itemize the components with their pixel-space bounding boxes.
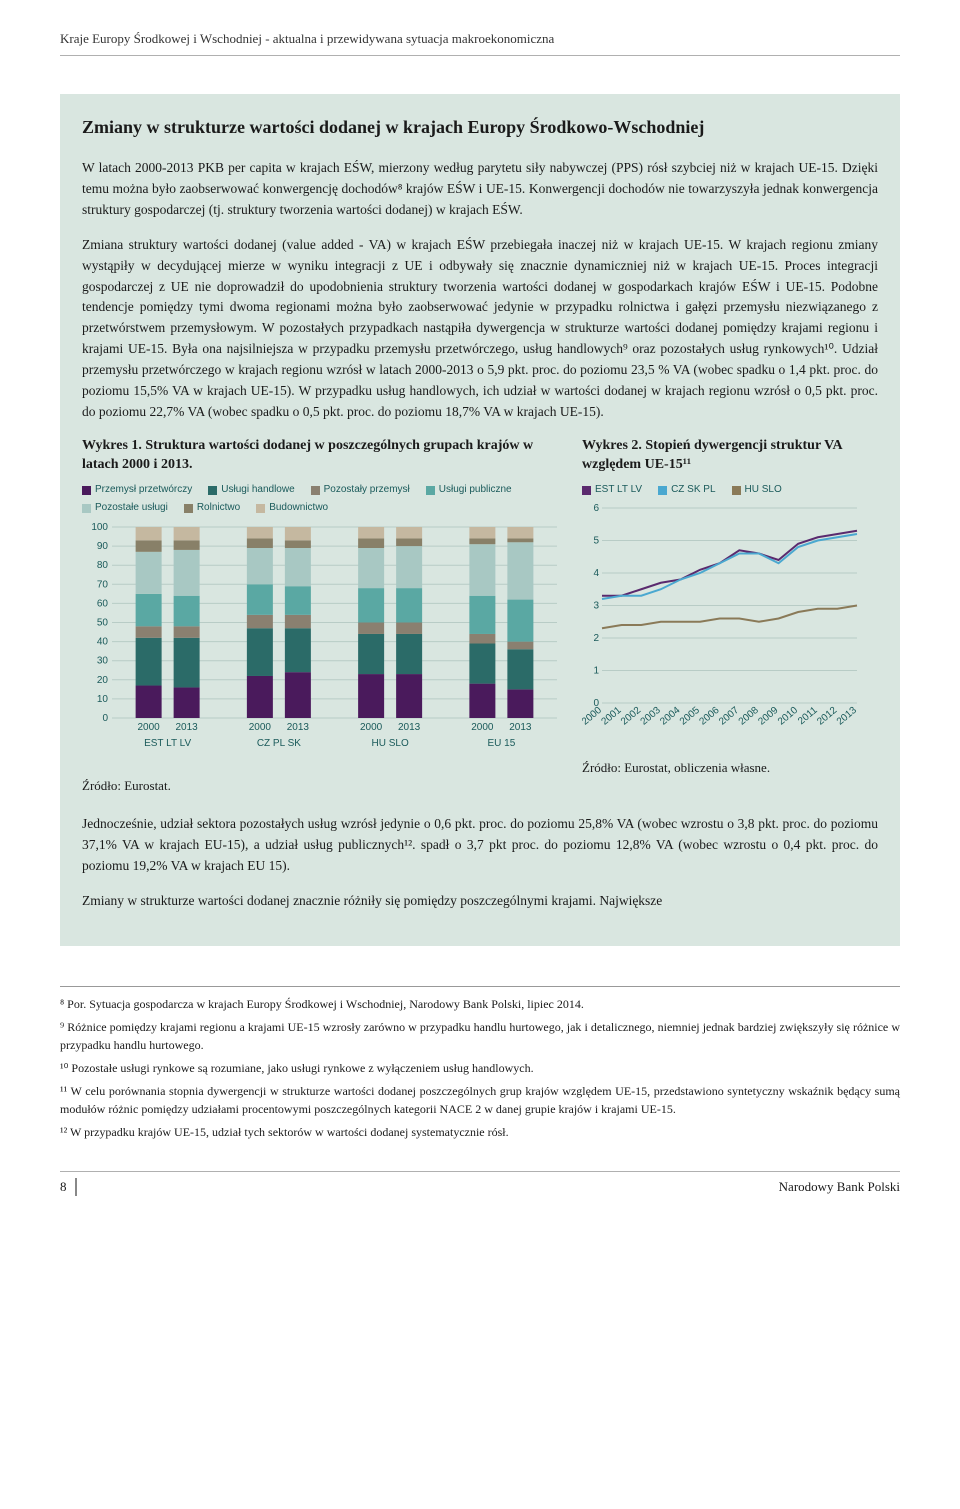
svg-text:2000: 2000 xyxy=(582,705,604,728)
svg-text:2013: 2013 xyxy=(398,722,421,733)
footnote-8: ⁸ Por. Sytuacja gospodarcza w krajach Eu… xyxy=(60,995,900,1013)
svg-text:2009: 2009 xyxy=(756,705,780,728)
page-number-box: 8 xyxy=(60,1178,77,1197)
svg-text:2001: 2001 xyxy=(599,705,623,728)
svg-text:2004: 2004 xyxy=(658,705,682,728)
panel-title: Zmiany w strukturze wartości dodanej w k… xyxy=(82,114,878,140)
chart1-source: Źródło: Eurostat. xyxy=(82,777,562,796)
content-panel: Zmiany w strukturze wartości dodanej w k… xyxy=(60,94,900,946)
svg-text:EST LT LV: EST LT LV xyxy=(144,738,191,749)
chart2-legend: EST LT LVCZ SK PLHU SLO xyxy=(582,483,878,498)
chart2-column: Wykres 2. Stopień dywergencji struktur V… xyxy=(582,437,878,796)
svg-text:60: 60 xyxy=(97,598,109,609)
footnote-rule xyxy=(60,986,900,987)
paragraph-4: Zmiany w strukturze wartości dodanej zna… xyxy=(82,891,878,912)
footnote-11: ¹¹ W celu porównania stopnia dywergencji… xyxy=(60,1082,900,1118)
svg-text:40: 40 xyxy=(97,636,109,647)
svg-text:2011: 2011 xyxy=(796,705,820,728)
chart1-svg: 0 10 20 30 40 50 60 70 80 90 100 2000 2013 EST LT LV 2… xyxy=(82,522,562,752)
svg-text:2010: 2010 xyxy=(776,705,800,728)
svg-text:10: 10 xyxy=(97,694,109,705)
running-header: Kraje Europy Środkowej i Wschodniej - ak… xyxy=(60,30,900,56)
svg-text:2003: 2003 xyxy=(639,705,663,728)
svg-text:5: 5 xyxy=(593,536,599,547)
svg-text:20: 20 xyxy=(97,675,109,686)
svg-text:2008: 2008 xyxy=(737,705,761,728)
svg-text:90: 90 xyxy=(97,541,109,552)
svg-text:2013: 2013 xyxy=(176,722,199,733)
svg-text:2012: 2012 xyxy=(815,705,839,728)
svg-text:2013: 2013 xyxy=(835,705,859,728)
svg-text:1: 1 xyxy=(593,666,599,677)
svg-text:CZ PL SK: CZ PL SK xyxy=(257,738,301,749)
footnote-12: ¹² W przypadku krajów UE-15, udział tych… xyxy=(60,1123,900,1141)
svg-text:2000: 2000 xyxy=(249,722,272,733)
svg-text:50: 50 xyxy=(97,617,109,628)
footnotes: ⁸ Por. Sytuacja gospodarcza w krajach Eu… xyxy=(60,995,900,1141)
chart1-legend: Przemysł przetwórczyUsługi handlowePozos… xyxy=(82,483,562,516)
page-number: 8 xyxy=(60,1178,67,1197)
svg-text:2006: 2006 xyxy=(698,705,722,728)
chart2-svg: 0123456200020012002200320042005200620072… xyxy=(582,503,862,733)
paragraph-2: Zmiana struktury wartości dodanej (value… xyxy=(82,235,878,423)
svg-text:2000: 2000 xyxy=(360,722,383,733)
footer-publisher: Narodowy Bank Polski xyxy=(779,1178,900,1197)
svg-text:3: 3 xyxy=(593,601,599,612)
paragraph-1: W latach 2000-2013 PKB per capita w kraj… xyxy=(82,158,878,221)
charts-row: Wykres 1. Struktura wartości dodanej w p… xyxy=(82,437,878,796)
chart1-title: Wykres 1. Struktura wartości dodanej w p… xyxy=(82,437,562,475)
svg-text:2005: 2005 xyxy=(678,705,702,728)
svg-text:4: 4 xyxy=(593,568,599,579)
svg-text:2013: 2013 xyxy=(509,722,532,733)
page-footer: 8 Narodowy Bank Polski xyxy=(60,1171,900,1197)
chart2-source: Źródło: Eurostat, obliczenia własne. xyxy=(582,759,878,778)
body-text-2: Jednocześnie, udział sektora pozostałych… xyxy=(82,814,878,912)
svg-text:80: 80 xyxy=(97,560,109,571)
svg-text:6: 6 xyxy=(593,503,599,514)
svg-text:70: 70 xyxy=(97,579,109,590)
footnote-10: ¹⁰ Pozostałe usługi rynkowe są rozumiane… xyxy=(60,1059,900,1077)
footnote-9: ⁹ Różnice pomiędzy krajami regionu a kra… xyxy=(60,1018,900,1054)
svg-text:2002: 2002 xyxy=(619,705,643,728)
svg-text:0: 0 xyxy=(102,713,108,724)
page: Kraje Europy Środkowej i Wschodniej - ak… xyxy=(0,0,960,1236)
page-number-bar xyxy=(75,1178,77,1196)
svg-text:2007: 2007 xyxy=(717,705,741,728)
svg-text:2000: 2000 xyxy=(138,722,161,733)
chart1-column: Wykres 1. Struktura wartości dodanej w p… xyxy=(82,437,562,796)
svg-text:2000: 2000 xyxy=(471,722,494,733)
svg-text:2: 2 xyxy=(593,633,599,644)
paragraph-3: Jednocześnie, udział sektora pozostałych… xyxy=(82,814,878,877)
chart2-title: Wykres 2. Stopień dywergencji struktur V… xyxy=(582,437,878,475)
svg-text:EU 15: EU 15 xyxy=(487,738,515,749)
svg-text:HU SLO: HU SLO xyxy=(372,738,409,749)
svg-text:100: 100 xyxy=(91,522,108,533)
svg-text:30: 30 xyxy=(97,655,109,666)
body-text: W latach 2000-2013 PKB per capita w kraj… xyxy=(82,158,878,423)
svg-text:2013: 2013 xyxy=(287,722,310,733)
